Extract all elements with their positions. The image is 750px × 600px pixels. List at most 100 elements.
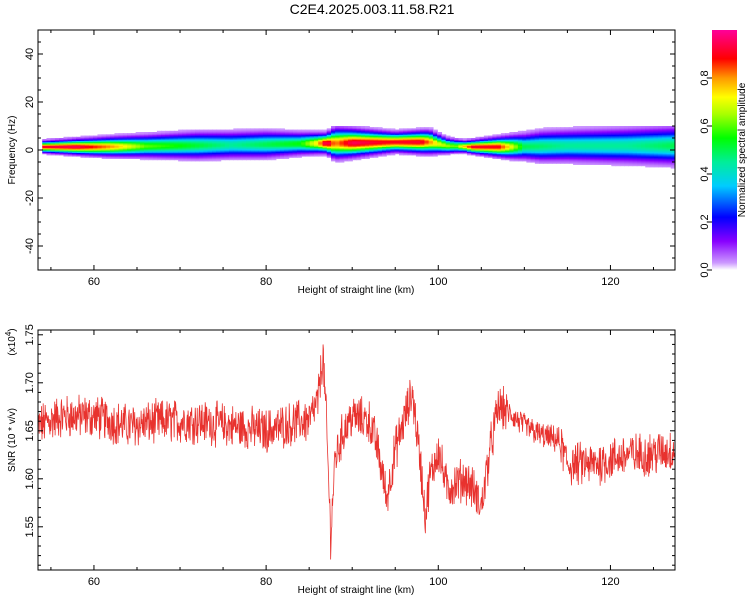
- heatmap-cell: [611, 150, 617, 152]
- heatmap-cell: [50, 152, 56, 155]
- heatmap-cell: [63, 141, 69, 144]
- heatmap-cell: [267, 129, 273, 132]
- heatmap-cell: [607, 130, 612, 133]
- heatmap-cell: [339, 132, 345, 134]
- heatmap-cell: [263, 154, 268, 157]
- heatmap-cell: [161, 152, 166, 155]
- heatmap-cell: [258, 144, 264, 146]
- heatmap-cell: [539, 134, 544, 137]
- heatmap-cell: [628, 127, 634, 129]
- heatmap-cell: [411, 141, 417, 144]
- heatmap-cell: [505, 146, 510, 149]
- heatmap-cell: [373, 145, 379, 147]
- heatmap-cell: [216, 145, 222, 147]
- heatmap-cell: [415, 139, 421, 141]
- heatmap-cell: [318, 132, 324, 134]
- heatmap-cell: [658, 165, 663, 168]
- heatmap-cell: [322, 130, 328, 133]
- heatmap-cell: [195, 141, 200, 144]
- heatmap-cell: [76, 154, 82, 157]
- heatmap-cell: [139, 140, 145, 143]
- heatmap-cell: [88, 136, 94, 139]
- heatmap-cell: [118, 150, 124, 152]
- heatmap-cell: [475, 153, 481, 156]
- heatmap-cell: [662, 127, 668, 129]
- heatmap-cell: [653, 138, 659, 140]
- heatmap-cell: [568, 132, 574, 134]
- heatmap-cell: [139, 132, 145, 134]
- heatmap-cell: [547, 138, 553, 140]
- heatmap-cell: [611, 148, 617, 151]
- heatmap-cell: [449, 147, 455, 150]
- heatmap-cell: [551, 136, 557, 139]
- heatmap-cell: [441, 145, 447, 147]
- heatmap-cell: [76, 141, 82, 144]
- heatmap-cell: [483, 146, 489, 149]
- heatmap-cell: [653, 130, 659, 133]
- heatmap-cell: [101, 152, 107, 155]
- heatmap-cell: [331, 152, 336, 155]
- heatmap-cell: [611, 163, 617, 165]
- heatmap-cell: [356, 141, 362, 144]
- heatmap-cell: [602, 133, 608, 135]
- heatmap-cell: [615, 128, 621, 131]
- heatmap-cell: [246, 147, 251, 150]
- heatmap-cell: [118, 156, 124, 158]
- heatmap-cell: [556, 156, 561, 158]
- heatmap-cell: [437, 151, 443, 153]
- heatmap-cell: [653, 147, 659, 150]
- heatmap-cell: [564, 152, 570, 155]
- heatmap-cell: [97, 148, 103, 151]
- heatmap-cell: [309, 140, 315, 143]
- heatmap-cell: [573, 130, 578, 133]
- heatmap-cell: [110, 152, 116, 155]
- heatmap-cell: [619, 160, 625, 163]
- heatmap-cell: [195, 151, 200, 153]
- heatmap-cell: [93, 139, 99, 141]
- heatmap-cell: [658, 128, 663, 131]
- heatmap-cell: [619, 147, 625, 150]
- heatmap-cell: [297, 136, 302, 139]
- heatmap-cell: [547, 145, 553, 147]
- heatmap-cell: [479, 153, 485, 156]
- heatmap-cell: [411, 135, 417, 138]
- heatmap-cell: [513, 133, 519, 135]
- colorbar-tick-label: 0.8: [699, 70, 711, 85]
- heatmap-cell: [178, 140, 183, 143]
- heatmap-cell: [488, 152, 493, 155]
- heatmap-cell: [556, 147, 561, 150]
- heatmap-cell: [607, 134, 612, 137]
- heatmap-cell: [662, 142, 668, 145]
- heatmap-cell: [386, 142, 392, 145]
- heatmap-cell: [407, 135, 413, 138]
- heatmap-cell: [364, 154, 370, 157]
- heatmap-cell: [522, 134, 527, 137]
- heatmap-cell: [526, 140, 532, 143]
- heatmap-cell: [547, 162, 553, 164]
- heatmap-cell: [326, 156, 332, 158]
- heatmap-cell: [139, 150, 145, 152]
- heatmap-cell: [97, 135, 103, 138]
- heatmap-cell: [348, 152, 353, 155]
- heatmap-cell: [653, 151, 659, 153]
- heatmap-cell: [441, 140, 447, 143]
- heatmap-cell: [658, 156, 663, 158]
- heatmap-cell: [220, 142, 226, 145]
- heatmap-cell: [522, 154, 527, 157]
- heatmap-cell: [105, 138, 111, 140]
- heatmap-cell: [271, 140, 277, 143]
- heatmap-cell: [458, 140, 464, 143]
- heatmap-cell: [628, 159, 634, 162]
- heatmap-cell: [212, 133, 217, 135]
- heatmap-cell: [381, 146, 387, 149]
- heatmap-cell: [632, 127, 638, 129]
- heatmap-cell: [628, 130, 634, 133]
- heatmap-cell: [280, 134, 285, 137]
- heatmap-cell: [437, 140, 443, 143]
- heatmap-cell: [178, 147, 183, 150]
- heatmap-cell: [500, 144, 506, 146]
- heatmap-cell: [224, 147, 230, 150]
- heatmap-cell: [658, 138, 663, 140]
- heatmap-cell: [513, 142, 519, 145]
- heatmap-cell: [161, 134, 166, 137]
